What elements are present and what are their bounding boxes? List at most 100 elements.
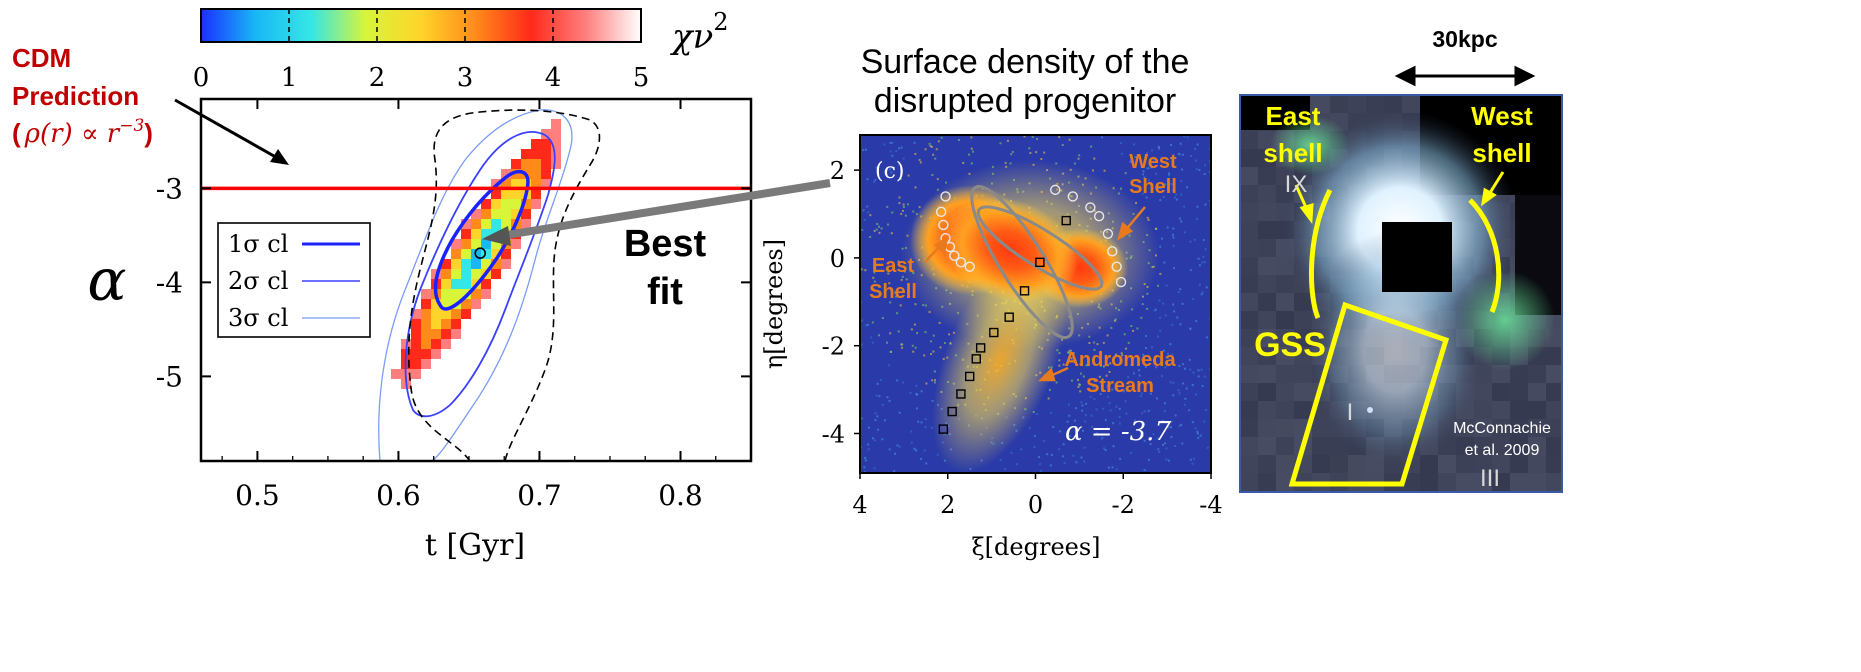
mid-panel-letter: (c) (875, 159, 905, 184)
density-speck (899, 178, 902, 181)
map-tile (1276, 329, 1294, 347)
density-speck (1029, 152, 1032, 155)
density-speck (1079, 363, 1082, 366)
map-tile (1258, 473, 1276, 491)
map-tile (1456, 491, 1474, 492)
density-speck (1142, 170, 1145, 173)
density-speck (1204, 203, 1207, 206)
density-speck (1139, 395, 1142, 398)
density-speck (1145, 151, 1148, 154)
density-speck (1177, 389, 1180, 392)
density-speck (1166, 226, 1169, 229)
density-speck (1165, 458, 1168, 461)
density-speck (1170, 436, 1173, 439)
density-speck (1146, 307, 1149, 310)
heatmap-cell (461, 269, 471, 279)
heatmap-cell (531, 199, 541, 209)
heatmap-cell (481, 259, 491, 269)
density-speck (1205, 409, 1208, 412)
map-tile (1258, 185, 1276, 203)
density-speck (1123, 390, 1126, 393)
density-speck (1195, 217, 1198, 220)
density-speck (1031, 136, 1034, 139)
density-speck (1108, 402, 1111, 405)
density-speck (1043, 151, 1046, 154)
density-speck (1079, 383, 1082, 386)
density-speck (916, 393, 919, 396)
density-speck (1184, 367, 1187, 370)
density-speck (1142, 173, 1145, 176)
density-speck (1104, 449, 1107, 452)
density-speck (1206, 446, 1209, 449)
density-speck (1152, 158, 1155, 161)
map-tile (1348, 95, 1366, 113)
density-speck (1196, 143, 1199, 146)
density-speck (1178, 425, 1181, 428)
density-speck (1174, 414, 1177, 417)
colorbar-tick-label: 3 (457, 63, 474, 93)
density-speck (1165, 447, 1168, 450)
density-speck (1120, 352, 1123, 355)
density-speck (920, 421, 923, 424)
density-speck (1033, 435, 1036, 438)
density-speck (866, 178, 869, 181)
density-speck (1158, 186, 1161, 189)
heatmap-cell (441, 299, 451, 309)
heatmap-cell (461, 219, 471, 229)
density-speck (1096, 432, 1099, 435)
heatmap-cell (491, 249, 501, 259)
east-shell-label-2: Shell (869, 281, 917, 303)
map-tile (1240, 401, 1258, 419)
map-tile (1546, 383, 1562, 401)
density-speck (1106, 395, 1109, 398)
stream-field-square (947, 406, 957, 417)
stream-field-square (975, 343, 986, 353)
density-speck (1204, 248, 1207, 251)
density-speck (1130, 325, 1133, 328)
density-speck (1103, 447, 1106, 450)
density-speck (931, 379, 934, 382)
density-speck (1140, 316, 1143, 319)
map-tile (1492, 419, 1510, 437)
observed-map-panel: 30kpc East (1239, 26, 1563, 493)
density-speck (1115, 353, 1118, 356)
density-speck (1089, 395, 1092, 398)
density-speck (1161, 419, 1164, 422)
field-label-ix: IX (1285, 171, 1308, 198)
density-speck (881, 438, 884, 441)
density-speck (1084, 414, 1087, 417)
heatmap-cell (471, 239, 481, 249)
density-speck (878, 334, 881, 337)
density-speck (880, 227, 883, 230)
density-speck (1100, 437, 1103, 440)
density-speck (873, 467, 876, 470)
density-speck (925, 462, 928, 465)
density-speck (1160, 156, 1163, 159)
density-speck (1102, 365, 1105, 368)
map-tile (1474, 401, 1492, 419)
density-speck (881, 403, 884, 406)
density-speck (1194, 393, 1197, 396)
density-speck (886, 396, 889, 399)
density-speck (900, 278, 903, 281)
density-speck (931, 399, 934, 402)
density-speck (1181, 442, 1184, 445)
map-tile (1276, 437, 1294, 455)
density-speck (1172, 394, 1175, 397)
density-speck (1181, 302, 1184, 305)
density-speck (1129, 160, 1132, 163)
field-label-iii: III (1480, 465, 1500, 492)
map-tile (1510, 419, 1528, 437)
map-tile (1528, 365, 1546, 383)
map-tile (1258, 149, 1276, 167)
left-x-tick-label: 0.6 (376, 479, 421, 512)
heatmap-cell (501, 199, 511, 209)
map-tile (1258, 221, 1276, 239)
map-tile (1492, 491, 1510, 492)
density-speck (1072, 352, 1075, 355)
heatmap-cell (421, 349, 431, 359)
density-speck (1144, 334, 1147, 337)
field-label-i: I (1347, 399, 1354, 426)
density-speck (932, 153, 935, 156)
map-tile (1474, 437, 1492, 455)
